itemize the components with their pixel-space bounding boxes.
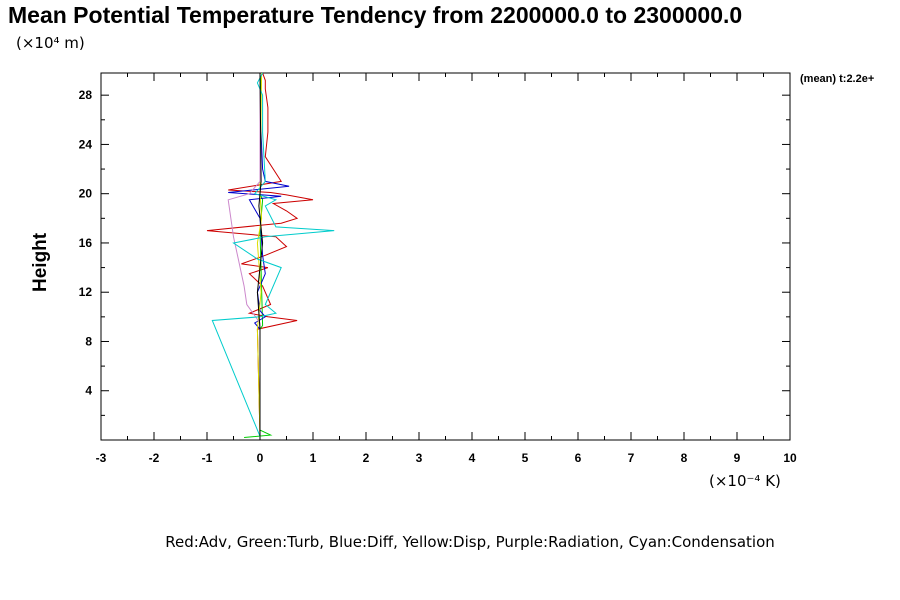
corner-annotation: (mean) t:2.2e+ — [800, 73, 875, 85]
y-axis-unit: (×10⁴ m) — [16, 34, 85, 52]
x-axis-unit: (×10⁻⁴ K) — [709, 472, 781, 490]
y-tick-label: 4 — [85, 384, 92, 398]
x-tick-label: 10 — [783, 451, 797, 465]
y-tick-label: 16 — [79, 236, 93, 250]
series-line-radiation — [227, 73, 261, 437]
plot-frame — [100, 72, 791, 441]
series-line-turb — [244, 76, 273, 438]
x-tick-label: 7 — [628, 451, 635, 465]
y-tick-label: 8 — [85, 334, 92, 348]
x-tick-label: 6 — [575, 451, 582, 465]
x-tick-label: 8 — [681, 451, 688, 465]
x-tick-label: 9 — [734, 451, 741, 465]
x-tick-label: 4 — [469, 451, 476, 465]
y-tick-label: 12 — [79, 285, 93, 299]
x-tick-label: 5 — [522, 451, 529, 465]
series-line-condensation — [211, 72, 335, 437]
series-line-total — [256, 72, 264, 437]
y-tick-label: 20 — [79, 187, 93, 201]
y-tick-label: 24 — [79, 137, 93, 151]
x-tick-label: -1 — [202, 451, 213, 465]
x-tick-label: -3 — [96, 451, 107, 465]
x-tick-label: -2 — [149, 451, 160, 465]
x-tick-label: 3 — [416, 451, 423, 465]
legend-caption: Red:Adv, Green:Turb, Blue:Diff, Yellow:D… — [165, 533, 775, 551]
x-tick-label: 1 — [310, 451, 317, 465]
x-tick-label: 2 — [363, 451, 370, 465]
chart-title: Mean Potential Temperature Tendency from… — [8, 2, 743, 28]
x-tick-label: 0 — [257, 451, 264, 465]
y-tick-label: 28 — [79, 88, 93, 102]
